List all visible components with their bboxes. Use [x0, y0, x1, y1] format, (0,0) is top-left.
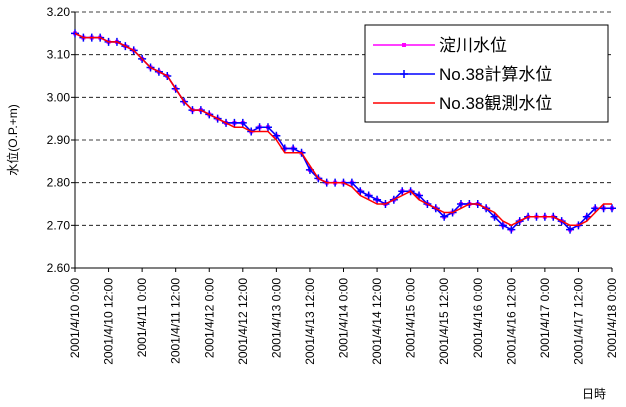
marker — [255, 123, 264, 132]
marker — [591, 204, 600, 213]
legend-label: No.38観測水位 — [439, 94, 552, 113]
y-tick-label: 3.10 — [47, 48, 71, 62]
y-axis-label: 水位(O.P.+m) — [5, 104, 20, 175]
marker — [582, 212, 591, 221]
x-tick-label: 2001/4/10 12:00 — [102, 278, 116, 365]
marker — [440, 212, 449, 221]
x-tick-label: 2001/4/14 12:00 — [370, 278, 384, 365]
marker — [364, 191, 373, 200]
x-tick-label: 2001/4/16 0:00 — [471, 278, 485, 358]
marker — [608, 204, 616, 213]
series-line — [74, 32, 612, 227]
x-tick-label: 2001/4/15 12:00 — [437, 278, 451, 365]
marker — [456, 200, 465, 208]
y-tick-label: 3.00 — [47, 90, 71, 104]
y-tick-label: 2.90 — [47, 133, 71, 147]
y-tick-label: 2.60 — [47, 261, 71, 275]
x-tick-label: 2001/4/15 0:00 — [404, 278, 418, 358]
marker — [566, 225, 575, 234]
x-tick-label: 2001/4/13 12:00 — [303, 278, 317, 365]
x-tick-label: 2001/4/12 12:00 — [236, 278, 250, 365]
x-axis-label: 日時 — [582, 387, 606, 401]
x-tick-label: 2001/4/18 0:00 — [605, 278, 619, 358]
marker — [230, 118, 239, 127]
x-tick-label: 2001/4/11 12:00 — [169, 278, 183, 364]
x-tick-label: 2001/4/17 12:00 — [571, 278, 585, 365]
x-tick-label: 2001/4/17 0:00 — [538, 278, 552, 358]
marker — [347, 178, 356, 187]
marker — [498, 221, 507, 230]
marker — [272, 131, 281, 140]
x-tick-label: 2001/4/14 0:00 — [337, 278, 351, 358]
marker — [373, 195, 382, 204]
y-tick-label: 2.80 — [47, 176, 71, 190]
marker — [402, 43, 406, 47]
marker — [400, 70, 408, 78]
marker — [289, 144, 298, 153]
x-tick-label: 2001/4/10 0:00 — [68, 278, 82, 358]
y-tick-label: 3.20 — [47, 5, 71, 19]
x-tick-label: 2001/4/16 12:00 — [504, 278, 518, 365]
marker — [263, 123, 272, 132]
legend-label: 淀川水位 — [439, 36, 507, 55]
y-tick-label: 2.70 — [47, 218, 71, 232]
marker — [415, 191, 424, 200]
marker — [599, 204, 608, 213]
marker — [507, 225, 516, 234]
marker — [356, 187, 365, 196]
marker — [490, 212, 499, 221]
marker — [398, 187, 407, 196]
x-tick-label: 2001/4/13 0:00 — [269, 278, 283, 358]
x-tick-label: 2001/4/11 0:00 — [135, 278, 149, 358]
x-tick-label: 2001/4/12 0:00 — [202, 278, 216, 358]
legend-label: No.38計算水位 — [439, 65, 552, 84]
marker — [238, 118, 247, 127]
